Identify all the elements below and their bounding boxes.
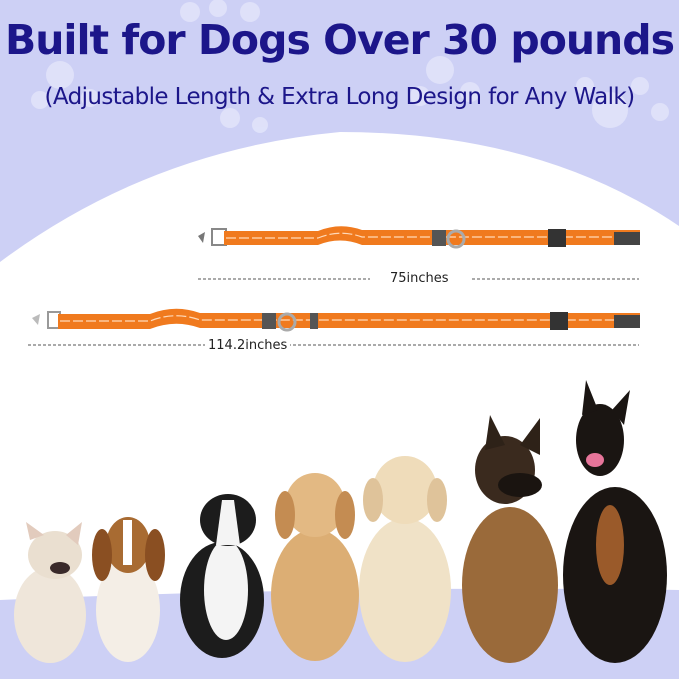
dog-french-bulldog <box>14 522 86 663</box>
snap-hook-icon <box>32 314 40 325</box>
dog-labrador <box>359 456 451 662</box>
dog-beagle <box>92 517 165 662</box>
leash-short <box>198 226 640 280</box>
snap-hook-icon <box>198 232 205 243</box>
subheadline: (Adjustable Length & Extra Long Design f… <box>44 84 635 110</box>
leash-length-long: 114.2inches <box>205 338 291 353</box>
dog-doberman <box>563 380 667 663</box>
leash-long <box>28 308 640 346</box>
dog-german-shepherd <box>462 415 558 663</box>
dog-border-collie <box>180 494 264 658</box>
dog-golden-retriever <box>271 473 359 661</box>
paw-print-pattern <box>31 0 669 133</box>
leash-length-short: 75inches <box>387 271 452 286</box>
headline: Built for Dogs Over 30 pounds <box>4 16 675 64</box>
